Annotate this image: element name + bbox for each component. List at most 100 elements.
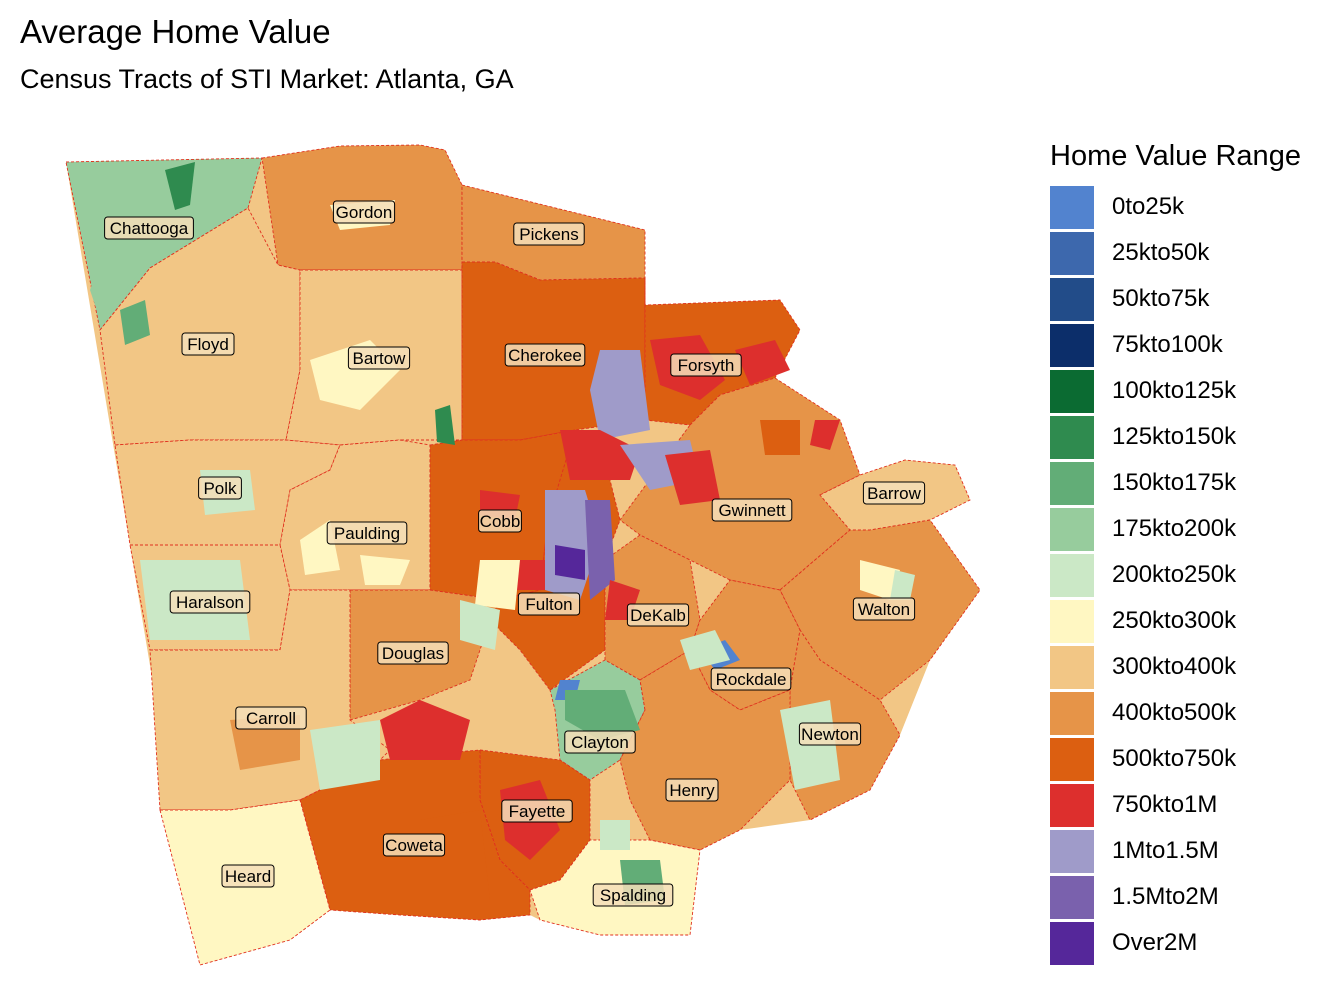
tract-patch [435, 405, 455, 445]
county-label-cobb: Cobb [478, 509, 522, 533]
county-label-text: Newton [801, 725, 859, 744]
tract-patch [665, 450, 720, 505]
legend-item: 1.5Mto2M [1050, 874, 1340, 920]
legend-label: 175kto200k [1112, 515, 1237, 542]
legend-item: 300kto400k [1050, 644, 1340, 690]
county-label-text: Gwinnett [718, 501, 785, 520]
legend-swatch [1050, 277, 1094, 321]
county-label-barrow: Barrow [862, 481, 926, 505]
county-shape-henry [619, 649, 791, 851]
tract-patch [590, 350, 650, 440]
county-label-text: Polk [203, 479, 237, 498]
legend-swatch [1050, 461, 1094, 505]
county-label-walton: Walton [852, 597, 916, 621]
county-label-text: Henry [669, 781, 715, 800]
legend-label: 500kto750k [1112, 745, 1237, 772]
county-label-text: Douglas [382, 644, 444, 663]
legend-title: Home Value Range [1050, 140, 1301, 172]
county-label-henry: Henry [665, 778, 719, 802]
legend-label: 150kto175k [1112, 469, 1237, 496]
county-label-newton: Newton [798, 722, 862, 746]
legend-items: 0to25k 25kto50k 50kto75k 75kto100k 100kto125… [1050, 184, 1340, 966]
legend-swatch [1050, 829, 1094, 873]
tract-patch [90, 165, 195, 320]
county-label-fulton: Fulton [517, 592, 581, 616]
legend-label: 75kto100k [1112, 331, 1223, 358]
county-label-text: Barrow [867, 484, 922, 503]
legend-label: 200kto250k [1112, 561, 1237, 588]
county-label-text: Paulding [334, 524, 400, 543]
county-label-text: Walton [858, 600, 910, 619]
legend-label: 250kto300k [1112, 607, 1237, 634]
county-label-text: Fulton [525, 595, 572, 614]
county-label-text: DeKalb [630, 606, 686, 625]
legend-swatch [1050, 185, 1094, 229]
county-label-fayette: Fayette [501, 799, 573, 823]
legend-item: 750kto1M [1050, 782, 1340, 828]
county-label-rockdale: Rockdale [710, 667, 792, 691]
tract-patch [735, 340, 790, 385]
legend-label: 1Mto1.5M [1112, 837, 1219, 864]
tract-patch [600, 820, 630, 850]
tract-patch [380, 700, 470, 760]
legend-item: 175kto200k [1050, 506, 1340, 552]
legend-swatch [1050, 599, 1094, 643]
county-label-carroll: Carroll [235, 706, 307, 730]
tract-patch [565, 690, 640, 740]
legend-item: 25kto50k [1050, 230, 1340, 276]
legend-item: 500kto750k [1050, 736, 1340, 782]
county-label-text: Haralson [176, 593, 244, 612]
tract-patch [810, 420, 840, 450]
legend-swatch [1050, 875, 1094, 919]
county-label-chattooga: Chattooga [104, 216, 194, 240]
legend-label: 400kto500k [1112, 699, 1237, 726]
legend-item: 125kto150k [1050, 414, 1340, 460]
county-label-text: Chattooga [110, 219, 189, 238]
legend-swatch [1050, 231, 1094, 275]
county-label-text: Coweta [385, 836, 443, 855]
county-label-text: Fayette [509, 802, 566, 821]
legend-swatch [1050, 553, 1094, 597]
tract-patch [890, 570, 915, 600]
legend-label: 300kto400k [1112, 653, 1237, 680]
county-label-text: Cherokee [508, 346, 582, 365]
legend-swatch [1050, 783, 1094, 827]
county-label-layer: Chattooga Gordon Pickens Floyd Bartow Cheroke… [104, 200, 926, 907]
legend-label: Over2M [1112, 929, 1198, 956]
legend-swatch [1050, 691, 1094, 735]
county-label-spalding: Spalding [592, 883, 674, 907]
county-label-text: Spalding [600, 886, 666, 905]
legend-item: 200kto250k [1050, 552, 1340, 598]
county-label-text: Gordon [336, 203, 393, 222]
county-label-text: Floyd [187, 335, 229, 354]
legend-swatch [1050, 645, 1094, 689]
county-label-bartow: Bartow [347, 346, 411, 370]
legend-swatch [1050, 737, 1094, 781]
legend-item: 100kto125k [1050, 368, 1340, 414]
map-title: Average Home Value [20, 13, 331, 50]
tract-patch [165, 162, 195, 210]
tract-patch [515, 560, 545, 590]
legend-swatch [1050, 323, 1094, 367]
choropleth-map: Chattooga Gordon Pickens Floyd Bartow Cheroke… [65, 144, 981, 966]
tract-patch [310, 720, 380, 790]
tract-patch [475, 560, 520, 610]
legend-swatch [1050, 921, 1094, 965]
legend-label: 100kto125k [1112, 377, 1237, 404]
county-label-pickens: Pickens [513, 222, 585, 246]
county-label-text: Carroll [246, 709, 296, 728]
tract-patch [860, 560, 900, 600]
tract-patch [420, 810, 490, 900]
legend-swatch [1050, 415, 1094, 459]
county-label-douglas: Douglas [377, 641, 449, 665]
legend-item: 1Mto1.5M [1050, 828, 1340, 874]
county-label-text: Clayton [571, 733, 629, 752]
legend-label: 750kto1M [1112, 791, 1218, 818]
legend-label: 25kto50k [1112, 239, 1210, 266]
legend-item: 400kto500k [1050, 690, 1340, 736]
legend-swatch [1050, 507, 1094, 551]
tract-patch [360, 555, 410, 585]
county-label-clayton: Clayton [564, 730, 636, 754]
county-label-forsyth: Forsyth [670, 353, 742, 377]
tract-patch [585, 500, 615, 600]
